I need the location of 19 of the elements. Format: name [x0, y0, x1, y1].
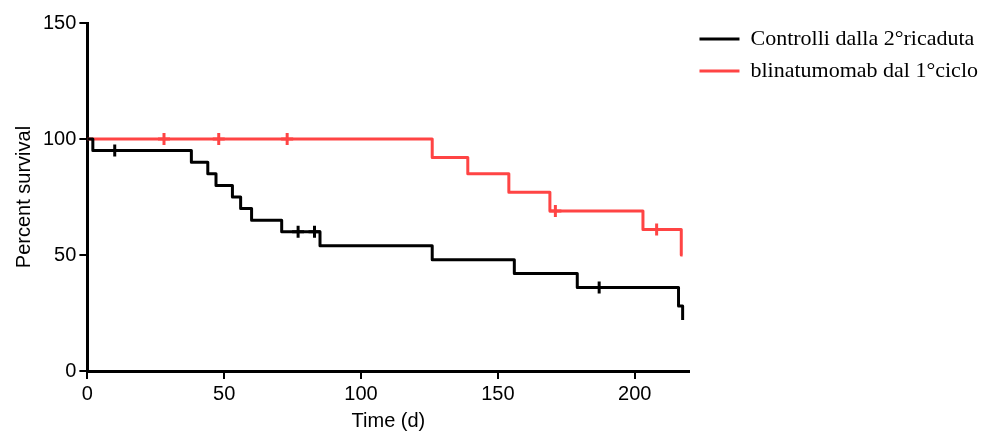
- y-tick-label: 150: [42, 10, 77, 33]
- x-tick-label: 150: [481, 381, 515, 404]
- point: [290, 224, 306, 240]
- y-tick-label: 100: [42, 126, 77, 149]
- legend-label: Controlli dalla 2°ricaduta: [750, 24, 975, 50]
- y-tick-label: 0: [65, 358, 77, 381]
- point: [211, 131, 227, 147]
- point: [279, 131, 295, 147]
- point: [307, 224, 323, 240]
- x-axis-title: Time (d): [351, 408, 426, 431]
- y-axis-title: Percent survival: [11, 125, 34, 269]
- point: [547, 203, 563, 219]
- x-tick-label: 50: [213, 381, 236, 404]
- x-tick-label: 200: [618, 381, 652, 404]
- x-tick-label: 0: [81, 381, 93, 404]
- x-tick-label: 100: [344, 381, 378, 404]
- point: [156, 131, 172, 147]
- legend-label: blinatumomab dal 1°ciclo: [750, 56, 979, 82]
- y-tick-label: 50: [54, 242, 77, 265]
